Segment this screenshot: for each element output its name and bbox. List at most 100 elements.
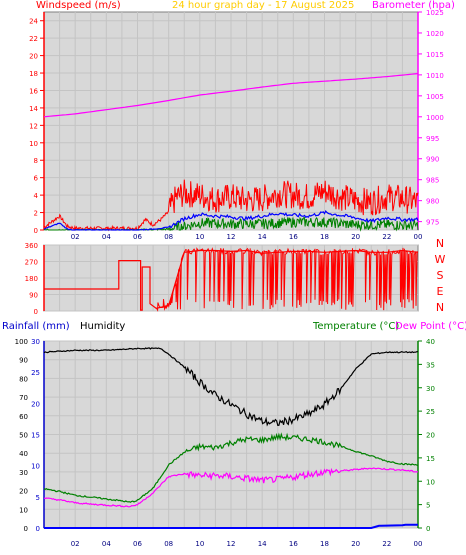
windspeed-tick-label: 14 [29,105,38,113]
humidity-tick-label: 20 [19,488,28,496]
windspeed-tick-label: 6 [34,175,39,183]
temp-x-tick-label: 06 [133,540,142,548]
wind-x-tick-label: 22 [382,233,391,241]
temperature-tick-label: 10 [426,478,435,486]
wind-x-tick-label: 16 [289,233,298,241]
humidity-tick-label: 100 [15,338,28,346]
rainfall-tick-label: 30 [31,338,40,346]
barometer-tick-label: 980 [426,198,439,206]
temp-x-tick-label: 08 [164,540,173,548]
temperature-tick-label: 30 [426,385,435,393]
dewpoint-axis-title: Dew Point (°C) [395,321,466,332]
temperature-tick-label: 20 [426,432,435,440]
windspeed-tick-label: 22 [29,35,38,43]
wind-x-tick-label: 02 [71,233,80,241]
temp-x-tick-label: 10 [195,540,204,548]
rainfall-tick-label: 20 [31,400,40,408]
windspeed-tick-label: 24 [29,18,38,26]
wind-x-tick-label: 06 [133,233,142,241]
barometer-tick-label: 1020 [426,30,444,38]
direction-tick-label: 180 [25,275,38,283]
temp-x-tick-label: 14 [258,540,267,548]
windspeed-tick-label: 16 [29,87,38,95]
graph-title: 24 hour graph day - 17 August 2025 [172,0,355,11]
wind-x-tick-label: 04 [102,233,111,241]
temperature-tick-label: 40 [426,338,435,346]
wind-direction-variability [155,247,418,312]
humidity-tick-label: 80 [19,375,28,383]
wind-average-line [43,210,419,231]
temperature-line [43,432,419,503]
temperature-axis-title: Temperature (°C) [313,321,400,332]
temp-x-tick-label: 22 [382,540,391,548]
humidity-line [43,347,418,427]
barometer-tick-label: 1000 [426,114,444,122]
temp-x-tick-label: 02 [71,540,80,548]
barometer-axis-title: Barometer (hpa) [372,0,455,11]
humidity-tick-label: 60 [19,413,28,421]
barometer-tick-label: 995 [426,135,439,143]
humidity-tick-label: 70 [19,394,28,402]
direction-tick-label: 0 [34,308,38,316]
wind-x-tick-label: 00 [414,233,423,241]
temperature-tick-label: 5 [426,502,430,510]
wind-x-tick-label: 20 [351,233,360,241]
dewpoint-line [43,467,419,508]
barometer-tick-label: 985 [426,177,439,185]
temp-x-tick-label: 20 [351,540,360,548]
temperature-tick-label: 15 [426,455,435,463]
wind-x-tick-label: 12 [227,233,236,241]
temp-x-tick-label: 16 [289,540,298,548]
wind-gust-line [43,179,419,232]
compass-label: W [435,253,446,266]
humidity-tick-label: 90 [19,357,28,365]
temp-x-tick-label: 12 [227,540,236,548]
windspeed-tick-label: 18 [29,70,38,78]
humidity-tick-label: 40 [19,450,28,458]
compass-label: E [437,285,444,298]
humidity-tick-label: 50 [19,432,28,440]
barometer-tick-label: 1025 [426,9,444,17]
barometer-tick-label: 990 [426,156,439,164]
temperature-tick-label: 25 [426,408,435,416]
rainfall-tick-label: 15 [31,432,40,440]
direction-tick-label: 90 [29,292,38,300]
barometer-tick-label: 975 [426,219,439,227]
rainfall-tick-label: 25 [31,369,40,377]
windspeed-tick-label: 2 [34,210,38,218]
windspeed-tick-label: 10 [29,140,38,148]
temp-x-tick-label: 04 [102,540,111,548]
rainfall-tick-label: 10 [31,463,40,471]
temp-x-tick-label: 00 [414,540,423,548]
wind-x-tick-label: 18 [320,233,329,241]
windspeed-tick-label: 12 [29,122,38,130]
humidity-tick-label: 10 [19,506,28,514]
humidity-tick-label: 30 [19,469,28,477]
rainfall-axis-title: Rainfall (mm) [2,321,70,332]
humidity-tick-label: 0 [24,525,28,533]
wind-x-tick-label: 08 [164,233,173,241]
barometer-tick-label: 1015 [426,51,444,59]
direction-tick-label: 270 [25,259,38,267]
windspeed-axis-title: Windspeed (m/s) [36,0,121,11]
wind-direction-line [44,249,419,311]
compass-label: N [436,301,444,314]
rainfall-tick-label: 0 [36,525,40,533]
rainfall-line [44,523,418,529]
temperature-tick-label: 0 [426,525,430,533]
compass-label: S [437,269,444,282]
direction-tick-label: 360 [25,242,38,250]
wind-x-tick-label: 10 [195,233,204,241]
windspeed-tick-label: 0 [34,227,38,235]
windspeed-tick-label: 20 [29,53,38,61]
barometer-line [43,73,419,118]
barometer-tick-label: 1010 [426,72,444,80]
temp-x-tick-label: 18 [320,540,329,548]
rainfall-tick-label: 5 [36,494,40,502]
windspeed-tick-label: 8 [34,157,38,165]
temperature-tick-label: 35 [426,361,435,369]
windspeed-tick-label: 4 [34,192,39,200]
barometer-tick-label: 1005 [426,93,444,101]
